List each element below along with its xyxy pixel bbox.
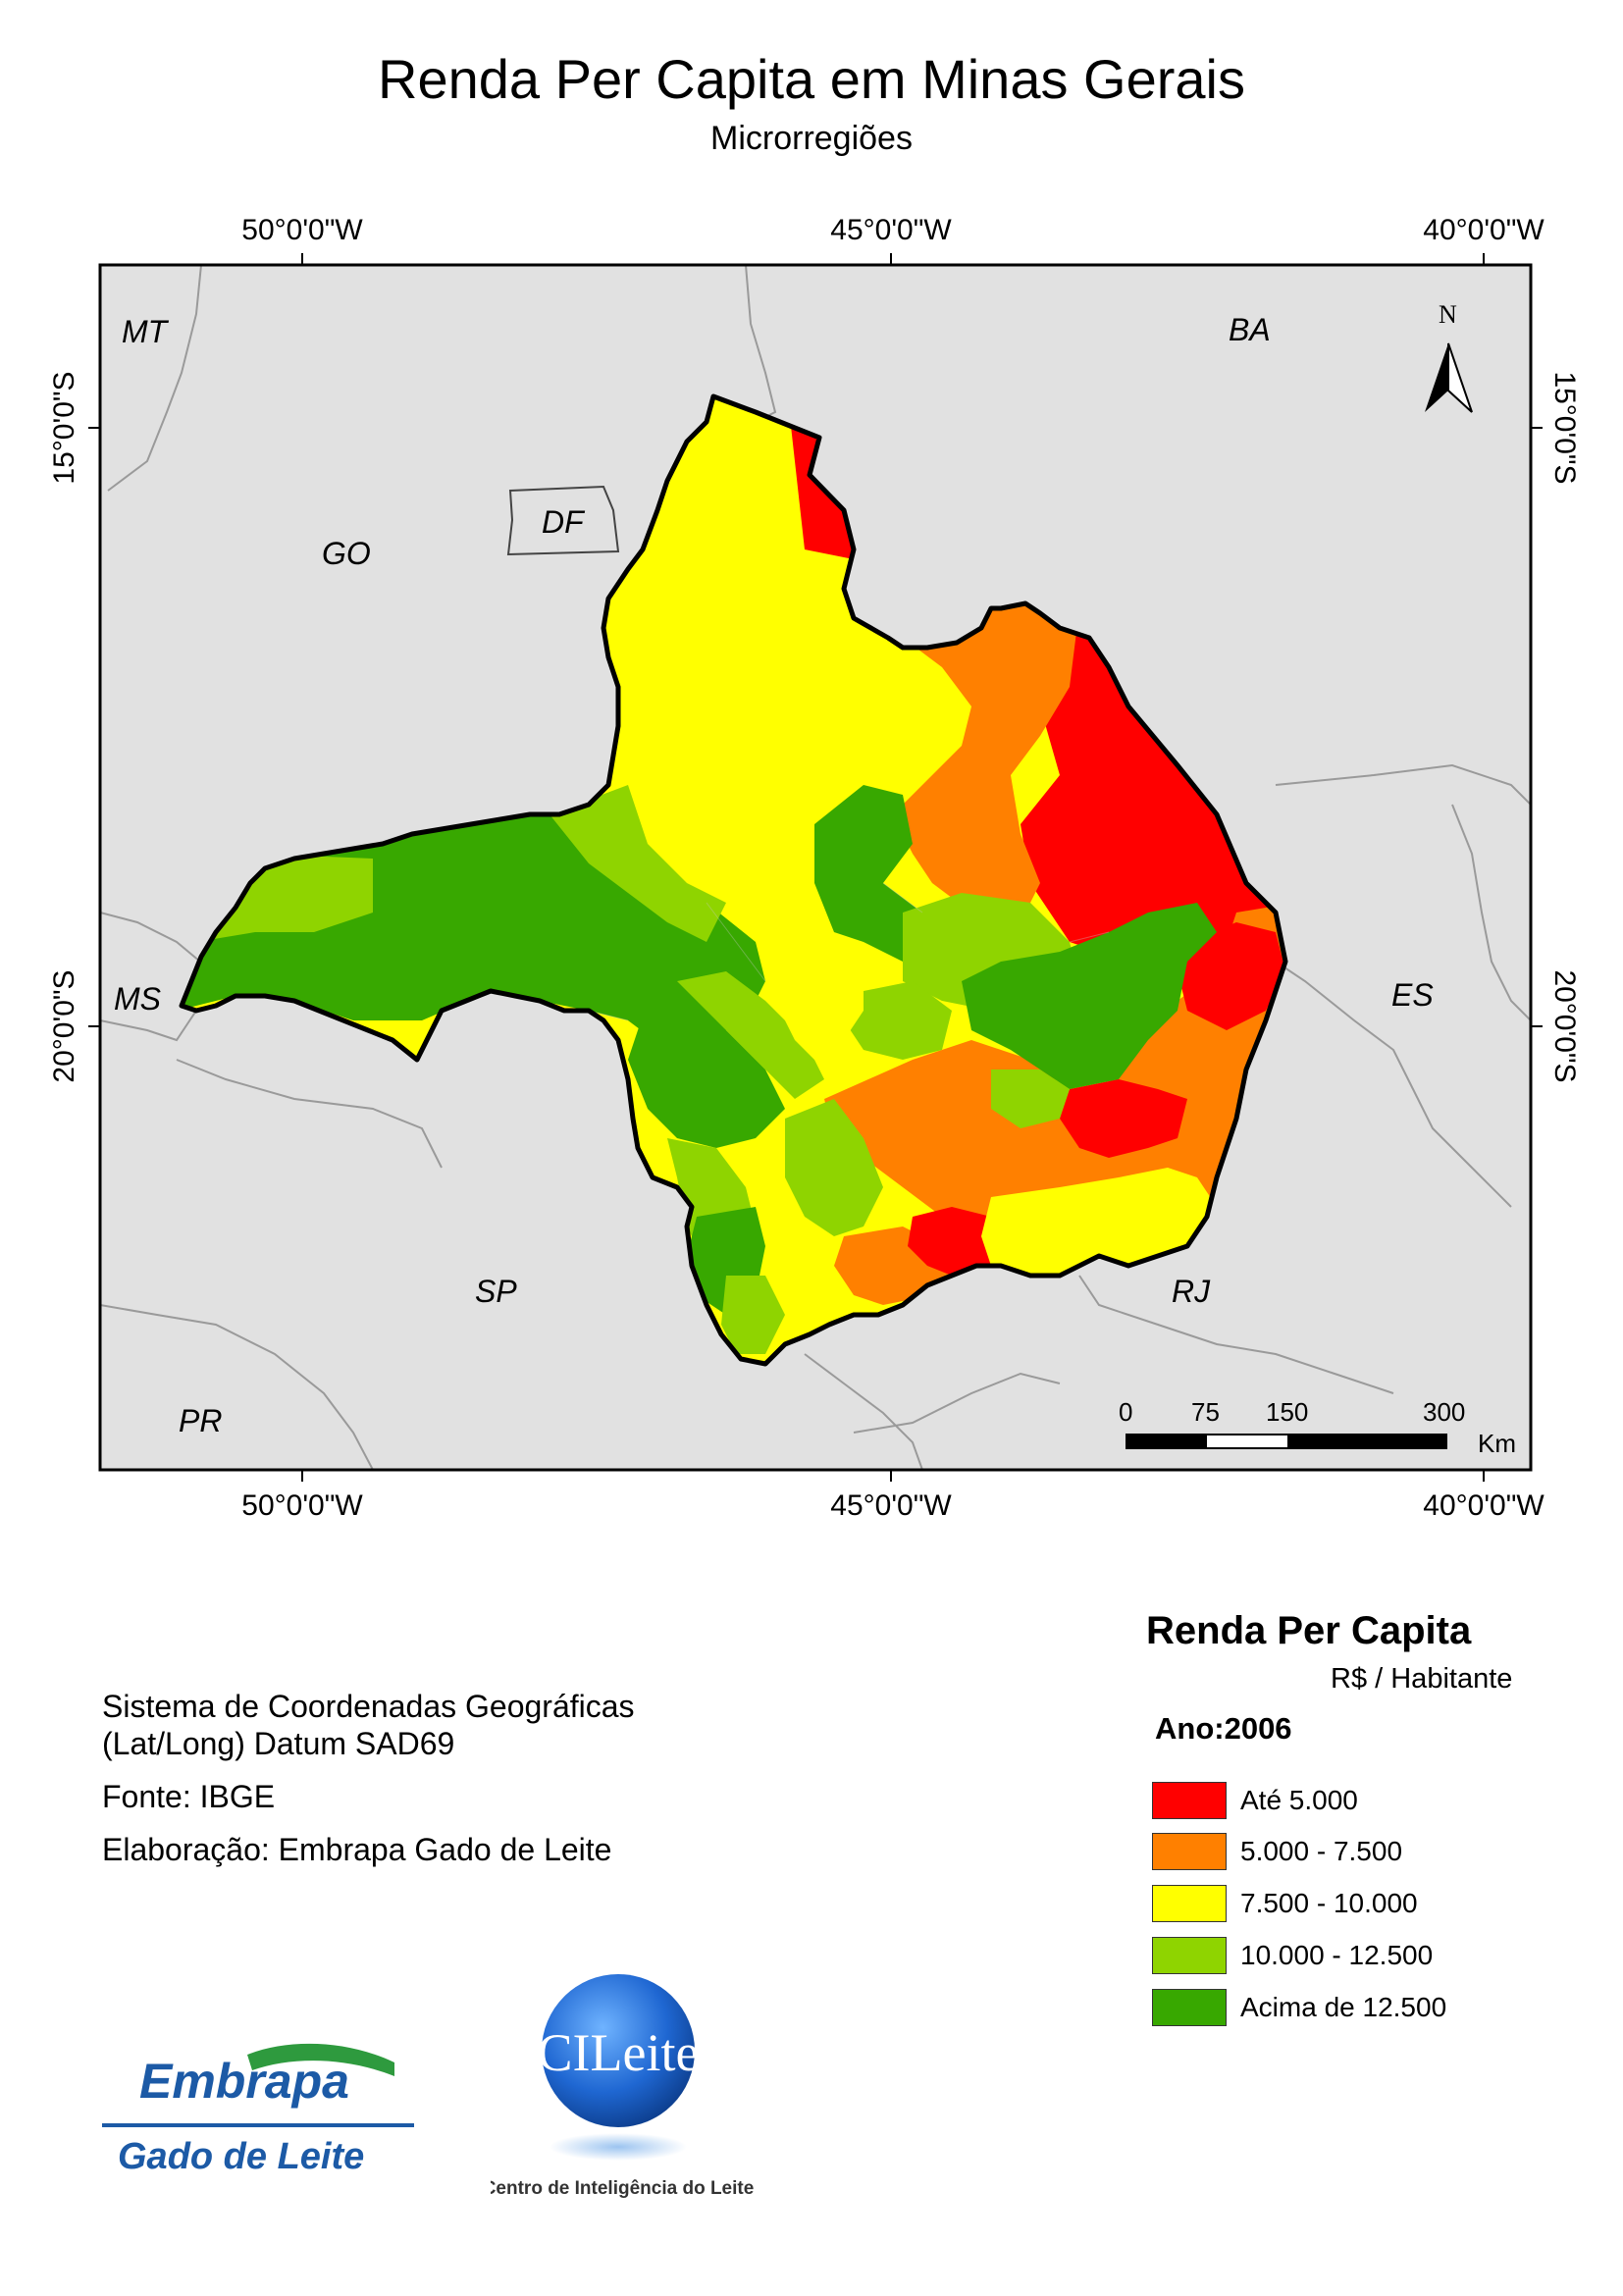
legend-label: Acima de 12.500 [1240,1992,1447,2022]
lon-label-45w-top: 45°0'0"W [830,214,952,246]
state-label-mt: MT [122,314,168,349]
legend-label: 5.000 - 7.500 [1240,1836,1403,1866]
scale-unit: Km [1478,1429,1516,1458]
legend-year: Ano:2006 [1155,1711,1292,1746]
embrapa-logo: Embrapa Gado de Leite [102,2043,414,2177]
legend-item: 7.500 - 10.000 [1152,1885,1418,1922]
legend-swatch [1152,1782,1227,1819]
state-label-sp: SP [475,1274,517,1309]
svg-text:Centro de Inteligência do Leit: Centro de Inteligência do Leite [491,2178,754,2199]
author-text: Elaboração: Embrapa Gado de Leite [102,1832,612,1867]
lon-label-45w-bottom: 45°0'0"W [830,1489,952,1522]
state-label-ms: MS [114,981,161,1017]
legend-unit: R$ / Habitante [1331,1663,1513,1695]
map-subtitle: Microrregiões [710,120,913,157]
coord-system-line2: (Lat/Long) Datum SAD69 [102,1726,455,1761]
scale-tick-150: 150 [1266,1397,1309,1427]
legend-title: Renda Per Capita [1146,1609,1472,1652]
legend-item: 5.000 - 7.500 [1152,1833,1402,1870]
state-label-ba: BA [1229,312,1271,347]
state-label-es: ES [1391,977,1434,1013]
map-title: Renda Per Capita em Minas Gerais [378,48,1245,110]
legend-swatch [1152,1833,1227,1870]
lon-label-40w-top: 40°0'0"W [1423,214,1544,246]
state-label-pr: PR [179,1403,223,1438]
legend-swatch [1152,1885,1227,1922]
legend-swatch [1152,1989,1227,2026]
lon-label-50w-bottom: 50°0'0"W [241,1489,363,1522]
legend-swatch [1152,1937,1227,1974]
lon-label-40w-bottom: 40°0'0"W [1423,1489,1544,1522]
legend-label: 10.000 - 12.500 [1240,1940,1434,1970]
map-labels: MT BA GO DF MS ES SP RJ PR N 0 75 150 30… [114,300,1516,1458]
cileite-logo: CILeite Centro de Inteligência do Leite [491,1974,754,2199]
scale-bar [1126,1434,1447,1449]
north-label: N [1439,300,1457,329]
legend-label: Até 5.000 [1240,1785,1358,1815]
state-label-rj: RJ [1172,1274,1211,1309]
legend-label: 7.500 - 10.000 [1240,1888,1418,1918]
state-label-go: GO [322,536,371,571]
north-arrow-icon [1425,342,1473,413]
scale-tick-300: 300 [1423,1397,1466,1427]
svg-text:Gado de Leite: Gado de Leite [118,2136,364,2177]
coord-system-line1: Sistema de Coordenadas Geográficas [102,1689,635,1724]
svg-text:Embrapa: Embrapa [139,2054,349,2109]
lon-label-50w-top: 50°0'0"W [241,214,363,246]
state-label-df: DF [542,504,584,540]
legend-item: Acima de 12.500 [1152,1989,1446,2026]
map-frame [88,253,1543,1482]
scale-tick-0: 0 [1119,1397,1133,1427]
legend-item: 10.000 - 12.500 [1152,1937,1433,1974]
svg-text:CILeite: CILeite [538,2023,700,2082]
scale-tick-75: 75 [1191,1397,1220,1427]
source-text: Fonte: IBGE [102,1779,276,1814]
legend-item: Até 5.000 [1152,1782,1358,1819]
